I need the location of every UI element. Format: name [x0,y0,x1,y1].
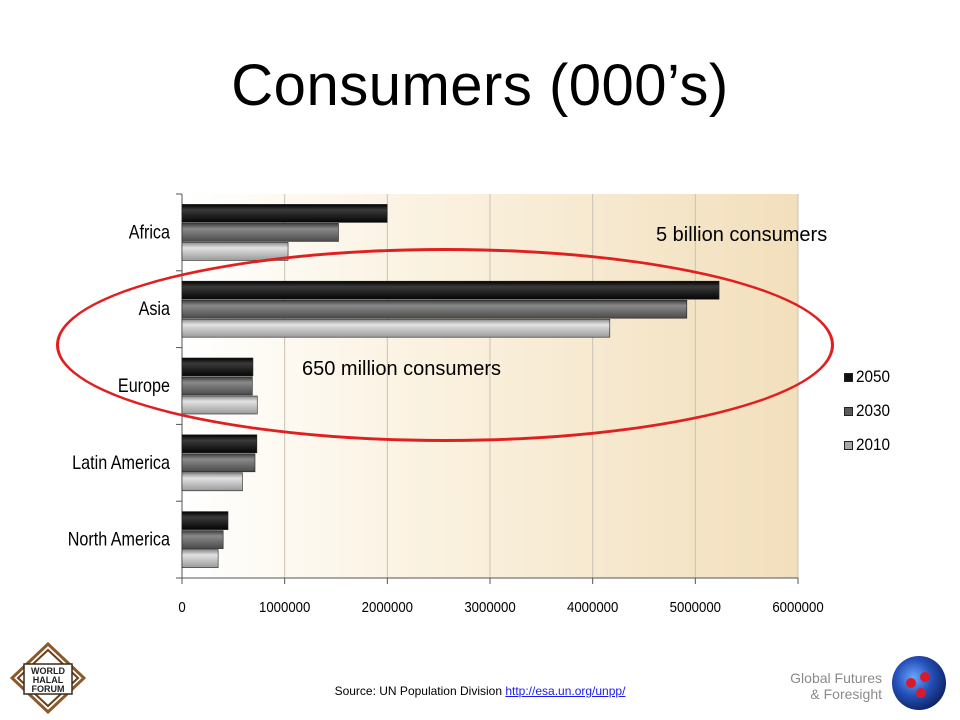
bar-africa-2010 [181,242,289,261]
bar-asia-2030 [181,299,688,319]
legend-label-2050: 2050 [856,367,891,386]
bar-africa-2030 [181,223,339,242]
globe-node-icon [906,678,916,688]
global-futures-label: Global Futures & Foresight [790,670,882,702]
legend-swatch-2030 [844,406,853,416]
slide-title: Consumers (000’s) [231,53,729,118]
x-tick-label: 3000000 [464,598,515,615]
x-tick-label: 1000000 [259,598,310,615]
legend-item-2030: 2030 [844,394,894,428]
bar-north-america-2030 [181,530,224,549]
bar-latin-america-2030 [181,453,256,473]
legend-item-2010: 2010 [844,428,894,462]
legend-label-2030: 2030 [856,401,891,420]
x-tick-label: 4000000 [567,598,618,615]
annotation-5-billion: 5 billion consumers [656,224,828,246]
y-category-label: Asia [139,298,171,320]
legend-swatch-2050 [844,372,853,382]
x-tick-label: 2000000 [362,598,413,615]
bar-north-america-2050 [181,511,229,530]
bar-europe-2050 [181,357,254,377]
source-citation: Source: UN Population Division http://es… [0,684,960,698]
legend-label-2010: 2010 [856,435,891,454]
bar-north-america-2010 [181,549,219,568]
bar-europe-2030 [181,376,253,396]
x-tick-label: 0 [178,598,185,615]
y-category-label: Latin America [72,452,170,474]
bar-europe-2010 [181,395,258,415]
source-text: Source: UN Population Division [334,684,506,698]
globe-node-icon [920,672,930,682]
bar-africa-2050 [181,204,388,223]
bar-asia-2010 [181,318,611,338]
svg-text:FORUM: FORUM [32,684,65,694]
footer-line-2: & Foresight [810,686,882,702]
globe-node-icon [916,688,926,698]
chart-legend: 2050 2030 2010 [844,360,894,462]
bar-latin-america-2010 [181,472,243,492]
x-tick-label: 6000000 [772,598,823,615]
bar-latin-america-2050 [181,434,258,454]
legend-swatch-2010 [844,440,853,450]
svg-text:WORLD: WORLD [31,666,65,676]
x-tick-label: 5000000 [670,598,721,615]
world-halal-forum-logo: WORLD HALAL FORUM [10,642,86,714]
globe-icon [892,656,946,710]
y-category-label: North America [68,528,170,550]
y-category-label: Africa [129,221,170,243]
footer-line-1: Global Futures [790,670,882,686]
svg-text:HALAL: HALAL [33,675,64,685]
annotation-650-million: 650 million consumers [302,358,501,380]
source-link[interactable]: http://esa.un.org/unpp/ [505,684,626,698]
bar-asia-2050 [181,280,720,300]
legend-item-2050: 2050 [844,360,894,394]
y-category-label: Europe [118,375,170,397]
